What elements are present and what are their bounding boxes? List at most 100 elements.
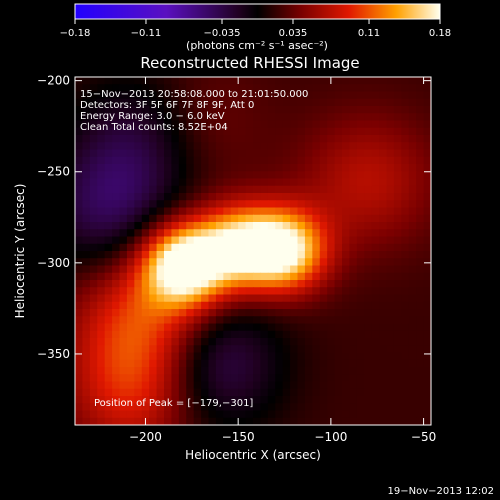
heatmap-cell: [297, 367, 306, 375]
heatmap-cell: [230, 127, 239, 136]
heatmap-cell: [112, 374, 121, 383]
heatmap-cell: [230, 164, 239, 172]
heatmap-cell: [178, 200, 187, 209]
heatmap-cell: [275, 403, 284, 412]
heatmap-cell: [104, 359, 113, 368]
heatmap-cell: [342, 287, 351, 296]
heatmap-cell: [260, 374, 269, 383]
heatmap-cell: [393, 323, 402, 332]
heatmap-cell: [408, 142, 417, 151]
heatmap-cell: [349, 98, 358, 107]
heatmap-cell: [319, 316, 328, 325]
heatmap-cell: [267, 374, 276, 383]
heatmap-cell: [327, 106, 336, 114]
heatmap-cell: [164, 417, 173, 425]
heatmap-cell: [253, 294, 262, 303]
heatmap-cell: [423, 214, 431, 223]
heatmap-cell: [171, 330, 180, 339]
heatmap-cell: [126, 98, 135, 107]
heatmap-cell: [215, 193, 224, 201]
heatmap-cell: [164, 301, 173, 310]
heatmap-cell: [275, 323, 284, 332]
heatmap-cell: [149, 367, 158, 375]
heatmap-cell: [149, 113, 158, 122]
heatmap-cell: [245, 359, 254, 368]
heatmap-cell: [75, 178, 84, 187]
heatmap-cell: [186, 323, 195, 332]
heatmap-cell: [386, 301, 395, 310]
heatmap-cell: [416, 417, 425, 425]
heatmap-cell: [379, 171, 388, 180]
heatmap-cell: [327, 149, 336, 158]
heatmap-cell: [327, 84, 336, 93]
heatmap-cell: [208, 258, 217, 267]
heatmap-cell: [186, 251, 195, 259]
heatmap-cell: [356, 417, 365, 425]
heatmap-cell: [416, 287, 425, 296]
heatmap-cell: [401, 287, 410, 296]
heatmap-cell: [327, 185, 336, 194]
heatmap-cell: [119, 309, 128, 317]
heatmap-cell: [208, 367, 217, 375]
heatmap-cell: [82, 120, 91, 129]
heatmap-cell: [260, 330, 269, 339]
heatmap-cell: [267, 222, 276, 230]
heatmap-cell: [342, 243, 351, 252]
heatmap-cell: [201, 367, 210, 375]
heatmap-cell: [89, 403, 98, 412]
heatmap-cell: [112, 367, 121, 375]
heatmap-cell: [193, 156, 202, 165]
heatmap-cell: [379, 309, 388, 317]
heatmap-cell: [312, 214, 321, 223]
heatmap-cell: [126, 164, 135, 172]
heatmap-cell: [349, 164, 358, 172]
heatmap-cell: [164, 359, 173, 368]
heatmap-cell: [104, 156, 113, 165]
heatmap-cell: [349, 381, 358, 390]
heatmap-cell: [408, 113, 417, 122]
heatmap-cell: [149, 345, 158, 354]
heatmap-cell: [178, 84, 187, 93]
heatmap-cell: [416, 214, 425, 223]
heatmap-cell: [119, 142, 128, 151]
heatmap-cell: [327, 396, 336, 404]
heatmap-cell: [238, 164, 247, 172]
heatmap-cell: [312, 381, 321, 390]
heatmap-cell: [119, 294, 128, 303]
heatmap-cell: [230, 323, 239, 332]
heatmap-cell: [215, 127, 224, 136]
heatmap-cell: [223, 323, 232, 332]
heatmap-cell: [141, 127, 150, 136]
heatmap-cell: [290, 84, 299, 93]
heatmap-cell: [342, 106, 351, 114]
heatmap-cell: [401, 280, 410, 288]
heatmap-cell: [319, 185, 328, 194]
heatmap-cell: [178, 113, 187, 122]
heatmap-cell: [112, 236, 121, 245]
heatmap-cell: [171, 77, 180, 85]
heatmap-cell: [393, 77, 402, 85]
heatmap-cell: [82, 272, 91, 281]
heatmap-cell: [149, 280, 158, 288]
heatmap-cell: [319, 417, 328, 425]
heatmap-cell: [364, 236, 373, 245]
heatmap-cell: [393, 265, 402, 274]
heatmap-cell: [290, 396, 299, 404]
heatmap-cell: [75, 345, 84, 354]
heatmap-cell: [342, 388, 351, 397]
heatmap-cell: [97, 98, 106, 107]
heatmap-cell: [223, 236, 232, 245]
heatmap-cell: [275, 352, 284, 361]
heatmap-cell: [245, 178, 254, 187]
heatmap-cell: [134, 359, 143, 368]
heatmap-cell: [208, 149, 217, 158]
heatmap-cell: [156, 345, 165, 354]
heatmap-cell: [364, 142, 373, 151]
heatmap-cell: [282, 193, 291, 201]
heatmap-cell: [104, 352, 113, 361]
heatmap-cell: [134, 171, 143, 180]
heatmap-cell: [178, 222, 187, 230]
heatmap-cell: [364, 287, 373, 296]
y-axis-label: Heliocentric Y (arcsec): [13, 184, 27, 319]
heatmap-cell: [379, 272, 388, 281]
